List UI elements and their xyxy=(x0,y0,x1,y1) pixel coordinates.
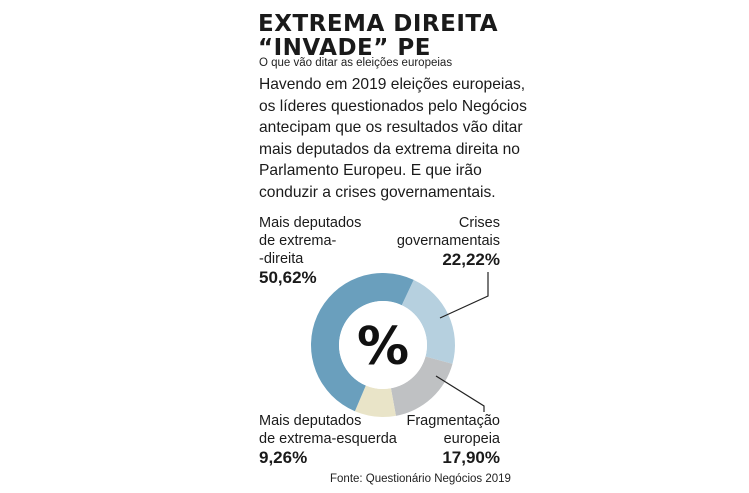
source-note: Fonte: Questionário Negócios 2019 xyxy=(330,473,511,485)
slice-label-line: de extrema- xyxy=(259,233,337,249)
slice-label-far-right-text: Mais deputados de extrema- -direita xyxy=(259,214,389,268)
slice-label-fragmentation-text: Fragmentação europeia xyxy=(360,412,501,448)
slice-fragmentation xyxy=(390,356,453,416)
percent-symbol: % xyxy=(357,317,409,377)
slice-label-line: governamentais xyxy=(396,233,500,249)
slice-value-crises: 22,22% xyxy=(442,250,500,269)
slice-label-far-left-text: Mais deputados de extrema-esquerda xyxy=(259,412,409,448)
leader-lines xyxy=(435,272,489,412)
slice-label-line: Mais deputados xyxy=(259,215,362,231)
slice-label-crises-text: Crises governamentais xyxy=(360,214,500,250)
slice-label-line: Crises xyxy=(458,215,500,231)
leader-line-fragmentation xyxy=(435,375,485,412)
slice-far-left xyxy=(354,385,396,418)
chart-subtitle: O que vão ditar as eleições europeias xyxy=(259,57,453,69)
slice-crises xyxy=(401,279,455,364)
slice-value-far-left: 9,26% xyxy=(259,448,308,467)
slice-value-far-right: 50,62% xyxy=(259,268,317,287)
title-line-2: “INVADE” PE xyxy=(258,35,431,61)
slice-label-crises: Crises governamentais 22,22% xyxy=(360,214,500,270)
title-line-1: EXTREMA DIREITA xyxy=(258,11,499,37)
slice-label-line: Mais deputados xyxy=(259,413,362,429)
slice-far-right xyxy=(311,273,414,412)
donut-center xyxy=(339,301,427,389)
slice-value-fragmentation: 17,90% xyxy=(442,448,500,467)
slice-label-fragmentation: Fragmentação europeia 17,90% xyxy=(360,412,501,468)
donut-slices xyxy=(311,273,455,418)
slice-label-line: -direita xyxy=(259,251,304,267)
slice-label-far-right: Mais deputados de extrema- -direita 50,62% xyxy=(259,214,389,288)
chart-title: EXTREMA DIREITA “INVADE” PE xyxy=(258,12,558,60)
leader-line-crises xyxy=(439,272,489,319)
slice-label-line: europeia xyxy=(443,431,500,447)
intro-text: Havendo em 2019 eleições europeias, os l… xyxy=(259,76,527,201)
slice-label-line: de extrema-esquerda xyxy=(259,431,397,447)
slice-label-line: Fragmentação xyxy=(406,413,501,429)
slice-label-far-left: Mais deputados de extrema-esquerda 9,26% xyxy=(259,412,409,468)
